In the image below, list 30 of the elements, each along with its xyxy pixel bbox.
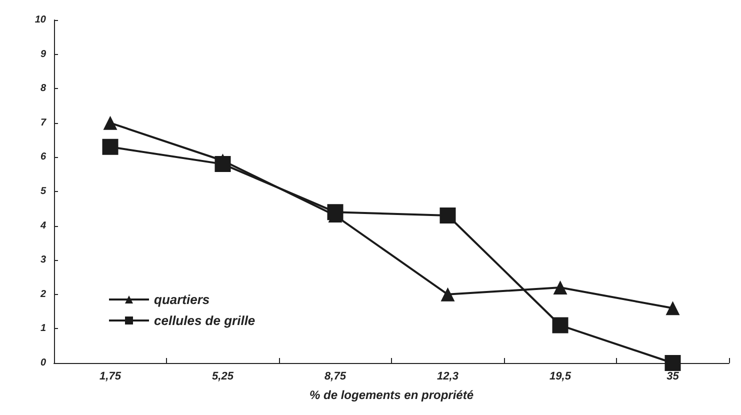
x-tick-label: 8,75 [324,370,347,382]
y-tick-label: 5 [40,186,46,197]
point [666,301,680,316]
point [552,317,568,334]
y-tick-label: 7 [40,117,46,128]
point [664,355,681,371]
y-tick-label: 0 [40,358,46,368]
point [553,280,568,295]
point [440,287,455,302]
y-tick-label: 3 [40,254,46,266]
x-tick-label: 35 [666,370,680,382]
y-tick-label: 2 [39,288,46,300]
y-tick-label: 6 [40,152,46,163]
y-tick-label: 4 [39,220,46,232]
y-tick-label: 8 [40,83,46,94]
point [327,204,344,220]
x-tick-label: 12,3 [437,370,458,382]
legend-label: cellules de grille [154,313,256,328]
x-tick-label: 5,25 [212,370,234,382]
x-tick-label: 19,5 [550,370,572,382]
legend-label: quartiers [154,292,210,307]
x-axis-title: % de logements en propriété [309,388,474,402]
point [102,138,118,155]
y-tick-label: 9 [40,48,46,60]
x-tick-label: 1,75 [100,370,122,382]
point [440,208,456,224]
y-tick-label: 1 [40,323,46,334]
point [214,156,231,172]
y-tick-label: 10 [34,14,46,26]
point [103,116,118,130]
